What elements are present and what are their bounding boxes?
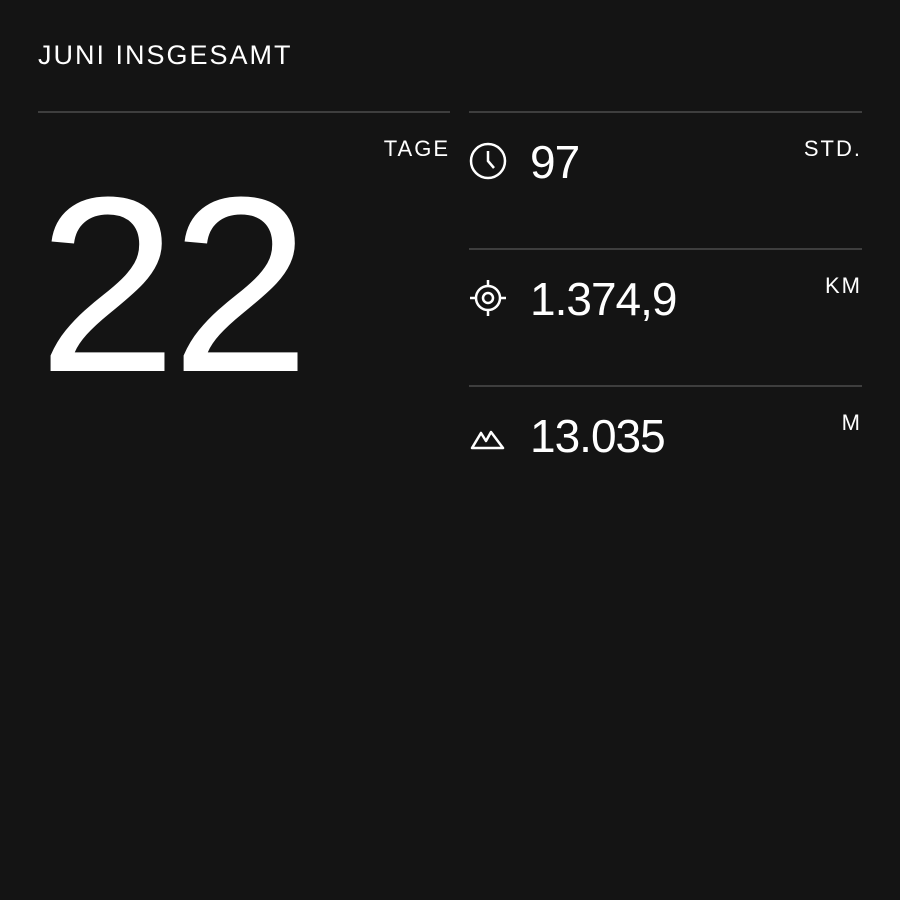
target-icon: [470, 280, 506, 316]
stat-value: 97: [530, 136, 580, 188]
stat-distance: 1.374,9 KM: [469, 269, 862, 329]
divider: [38, 111, 450, 113]
page-title: JUNI INSGESAMT: [38, 40, 293, 70]
stat-value: 1.374,9: [530, 273, 677, 325]
stat-unit: M: [841, 410, 862, 435]
stat-unit: STD.: [803, 136, 862, 161]
stat-elevation: 13.035 M: [469, 406, 862, 466]
days-value: 22: [38, 145, 310, 424]
stat-value: 13.035: [530, 410, 666, 462]
mountain-icon: [470, 430, 505, 450]
divider: [469, 111, 862, 113]
stat-hours: 97 STD.: [469, 132, 862, 192]
days-unit: TAGE: [383, 136, 450, 161]
stat-unit: KM: [825, 273, 862, 298]
clock-icon: [469, 142, 507, 180]
divider: [469, 248, 862, 250]
divider: [469, 385, 862, 387]
